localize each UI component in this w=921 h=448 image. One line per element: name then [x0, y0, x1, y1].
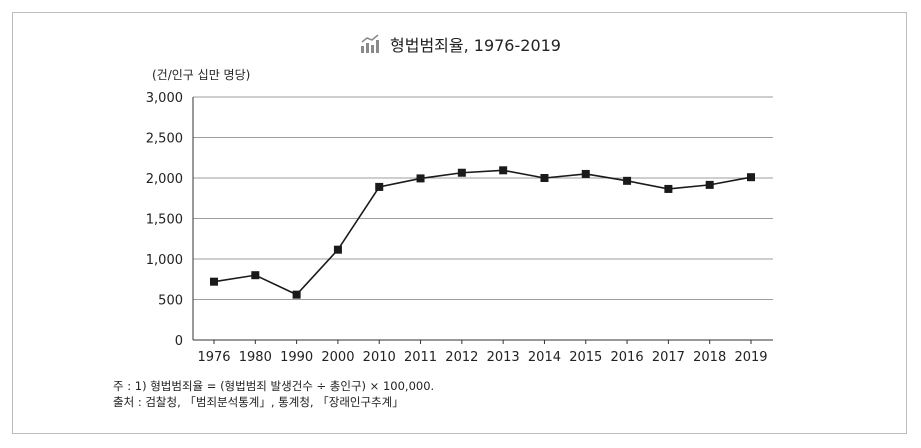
- y-tick-label: 3,000: [146, 91, 183, 106]
- data-point: [581, 169, 590, 178]
- x-tick-label: 2019: [734, 350, 767, 365]
- x-tick-label: 2000: [321, 350, 354, 365]
- footnotes: 주 : 1) 형법범죄율 = (형법범죄 발생건수 ÷ 총인구) × 100,0…: [113, 378, 434, 410]
- x-tick-label: 1980: [239, 350, 272, 365]
- x-tick-label: 1976: [197, 350, 230, 365]
- data-point: [747, 173, 755, 182]
- source-line: 출처 : 검찰청, 「범죄분석통계」, 통계청, 「장래인구추계」: [113, 395, 404, 409]
- series-line: [213, 169, 752, 296]
- x-tick-label: 2010: [363, 350, 396, 365]
- figure-frame: [12, 12, 907, 434]
- x-tick-label: 2011: [404, 350, 437, 365]
- y-tick-label: 1,500: [146, 213, 183, 228]
- data-point: [292, 290, 301, 299]
- data-point: [333, 245, 342, 254]
- chart-title: 형법범죄율, 1976-2019: [390, 36, 561, 55]
- chart-title-row: 형법범죄율, 1976-2019: [360, 32, 561, 56]
- x-tick-label: 2014: [528, 350, 561, 365]
- x-tick-label: 2013: [487, 350, 520, 365]
- data-point: [210, 277, 218, 286]
- data-point: [664, 184, 673, 193]
- data-point: [251, 271, 260, 280]
- x-tick-label: 2012: [445, 350, 478, 365]
- x-tick-label: 2015: [569, 350, 602, 365]
- x-tick-label: 2016: [611, 350, 644, 365]
- y-tick-label: 0: [175, 334, 183, 349]
- y-tick-label: 1,000: [146, 253, 183, 268]
- y-tick-label: 500: [158, 294, 183, 309]
- data-point: [705, 180, 714, 189]
- data-point: [416, 174, 425, 183]
- title-wrap: 형법범죄율, 1976-2019: [0, 32, 921, 58]
- x-tick-label: 2017: [652, 350, 685, 365]
- data-point: [540, 174, 549, 182]
- x-tick-label: 1990: [280, 350, 313, 365]
- data-point: [499, 166, 508, 175]
- y-tick-label: 2,500: [146, 132, 183, 147]
- data-point: [375, 182, 384, 191]
- data-point: [623, 176, 632, 185]
- data-point: [457, 168, 466, 177]
- x-tick-label: 2018: [693, 350, 726, 365]
- note-line: 주 : 1) 형법범죄율 = (형법범죄 발생건수 ÷ 총인구) × 100,0…: [113, 379, 435, 393]
- bar-line-chart-icon: [360, 34, 382, 54]
- y-axis-unit-label: (건/인구 십만 명당): [152, 68, 251, 82]
- y-tick-label: 2,000: [146, 172, 183, 187]
